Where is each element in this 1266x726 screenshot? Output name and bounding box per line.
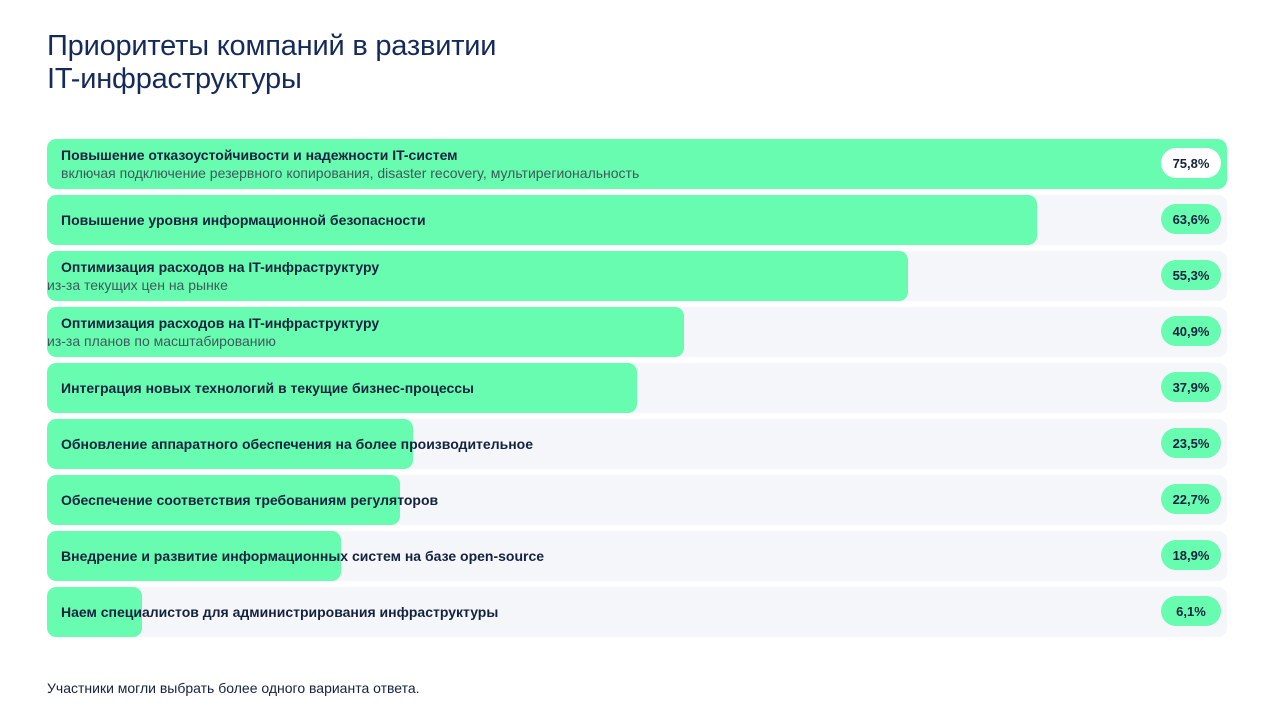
bar-row: Обеспечение соответствия требованиям рег… bbox=[47, 475, 1227, 525]
value-label: 40,9% bbox=[1161, 316, 1221, 346]
bar bbox=[47, 363, 637, 413]
bar-chart: Повышение отказоустойчивости и надежност… bbox=[47, 139, 1227, 639]
bar-label: Наем специалистов для администрирования … bbox=[61, 587, 1137, 637]
bar bbox=[47, 251, 908, 301]
category-sublabel: включая подключение резервного копирован… bbox=[61, 165, 640, 181]
value-label: 22,7% bbox=[1161, 484, 1221, 514]
footnote: Участники могли выбрать более одного вар… bbox=[47, 680, 420, 696]
bar-row: Оптимизация расходов на IT-инфраструктур… bbox=[47, 251, 1227, 301]
value-label: 63,6% bbox=[1161, 204, 1221, 234]
bar-label: Внедрение и развитие информационных сист… bbox=[61, 531, 1137, 581]
category-label: Обеспечение соответствия требованиям рег… bbox=[61, 492, 439, 508]
bar bbox=[47, 307, 684, 357]
title-line-2: IT-инфраструктуры bbox=[47, 63, 302, 95]
bar-label: Интеграция новых технологий в текущие би… bbox=[61, 363, 1137, 413]
bar bbox=[47, 419, 413, 469]
page-title: Приоритеты компаний в развитии IT-инфрас… bbox=[47, 30, 747, 96]
value-label: 18,9% bbox=[1161, 540, 1221, 570]
category-label: Интеграция новых технологий в текущие би… bbox=[61, 380, 474, 396]
bar bbox=[47, 475, 400, 525]
value-label: 23,5% bbox=[1161, 428, 1221, 458]
category-label: Оптимизация расходов на IT-инфраструктур… bbox=[61, 259, 380, 275]
bar bbox=[47, 531, 341, 581]
bar-label: Обеспечение соответствия требованиям рег… bbox=[61, 475, 1137, 525]
bar-row: Наем специалистов для администрирования … bbox=[47, 587, 1227, 637]
category-label: Внедрение и развитие информационных сист… bbox=[61, 548, 545, 564]
bar-row: Интеграция новых технологий в текущие би… bbox=[47, 363, 1227, 413]
title-line-1: Приоритеты компаний в развитии bbox=[47, 30, 497, 62]
category-sublabel: из-за текущих цен на рынке bbox=[47, 277, 228, 293]
category-sublabel: из-за планов по масштабированию bbox=[47, 333, 276, 349]
value-label: 37,9% bbox=[1161, 372, 1221, 402]
bar bbox=[47, 139, 1227, 189]
bar-row: Оптимизация расходов на IT-инфраструктур… bbox=[47, 307, 1227, 357]
bar-label: Обновление аппаратного обеспечения на бо… bbox=[61, 419, 1137, 469]
bar bbox=[47, 587, 142, 637]
category-label: Наем специалистов для администрирования … bbox=[61, 604, 499, 620]
bar-row: Повышение отказоустойчивости и надежност… bbox=[47, 139, 1227, 189]
bar-row: Повышение уровня информационной безопасн… bbox=[47, 195, 1227, 245]
value-label: 6,1% bbox=[1161, 596, 1221, 626]
bar-label: Повышение уровня информационной безопасн… bbox=[61, 195, 1137, 245]
category-label: Обновление аппаратного обеспечения на бо… bbox=[61, 436, 533, 452]
bar-label: Оптимизация расходов на IT-инфраструктур… bbox=[47, 307, 1137, 357]
category-label: Оптимизация расходов на IT-инфраструктур… bbox=[61, 315, 380, 331]
category-label: Повышение уровня информационной безопасн… bbox=[61, 212, 426, 228]
value-label: 75,8% bbox=[1161, 148, 1221, 178]
bar-row: Внедрение и развитие информационных сист… bbox=[47, 531, 1227, 581]
bar-label: Повышение отказоустойчивости и надежност… bbox=[61, 139, 1137, 189]
category-label: Повышение отказоустойчивости и надежност… bbox=[61, 147, 458, 163]
value-label: 55,3% bbox=[1161, 260, 1221, 290]
bar bbox=[47, 195, 1037, 245]
bar-label: Оптимизация расходов на IT-инфраструктур… bbox=[47, 251, 1137, 301]
bar-row: Обновление аппаратного обеспечения на бо… bbox=[47, 419, 1227, 469]
